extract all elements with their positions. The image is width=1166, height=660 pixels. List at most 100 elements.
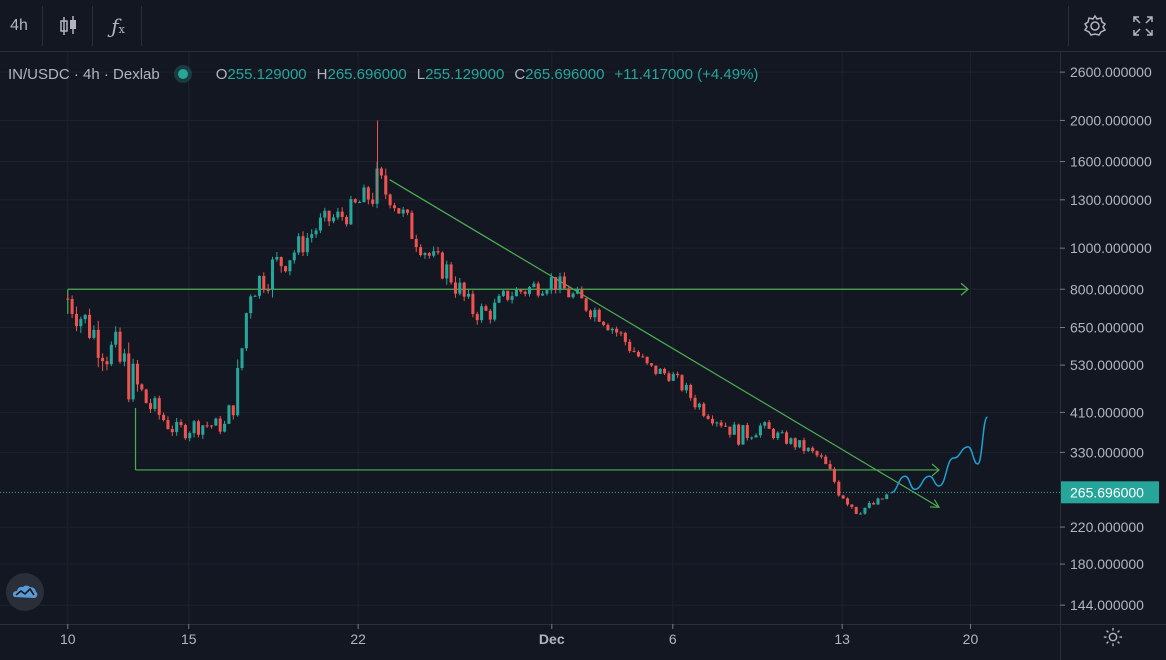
high-label: H [316,65,328,83]
candle-body [693,397,697,408]
chart-grid [0,52,1060,624]
candle-body [737,424,741,445]
time-tick-label: 10 [60,631,76,647]
candle-body [440,252,444,279]
time-axis[interactable]: 10 15 22 Dec 6 13 20 [0,624,1166,647]
axis-settings-icon[interactable] [1102,626,1124,648]
candle-body [310,234,314,238]
candle-body [741,425,745,445]
price-tick-label: 530.000000 [1070,357,1144,373]
candle-body [514,289,518,297]
candle-body [562,276,566,289]
price-axis-panel [1060,52,1166,624]
candle-body [606,324,610,331]
candle-body [205,425,209,427]
candle-body [689,385,693,398]
indicators-button[interactable]: ƒx [98,6,138,46]
candle-body [166,420,170,430]
candle-body [710,418,714,424]
fullscreen-button[interactable] [1124,6,1162,46]
candle-body [523,291,527,294]
candle-body [66,298,70,300]
candle-body [275,257,279,260]
candle-body [410,212,414,239]
interval-button[interactable]: 4h [0,6,38,46]
candle-body [388,194,392,206]
candle-body [149,403,153,409]
candle-body [658,368,662,374]
candle-body [636,351,640,357]
resistance-arrowhead [960,282,969,296]
candle-body [114,331,118,345]
candle-body [885,494,889,500]
price-axis[interactable]: 2600.000000 2000.000000 1600.000000 1300.00… [1060,52,1166,660]
toolbar-separator [141,6,142,46]
symbol-title[interactable]: IN/USDC · 4h · Dexlab [8,65,160,83]
candle-body [249,296,253,314]
candle-body [175,421,179,433]
price-tick-label: 1000.000000 [1070,240,1152,256]
candle-body [419,247,423,256]
candle-body [284,266,288,272]
candle-body [257,275,261,296]
candle-body [758,425,762,436]
candle-body [519,289,523,292]
high-value: 265.696000 [327,65,407,83]
candle-body [541,293,545,296]
candle-body [802,440,806,452]
cloud-logo-icon [13,585,38,598]
candle-body [318,217,322,231]
drawing-lines [0,179,1060,508]
candle-body [70,299,74,314]
candle-body [449,264,453,283]
candle-body [118,331,122,362]
candle-body [789,438,793,444]
chart-type-button[interactable] [48,6,88,46]
candle-body [122,353,126,362]
change-value: +11.417000 (+4.49%) [614,65,759,83]
candle-body [201,425,205,435]
toolbar-separator [92,6,93,46]
candle-body [170,429,174,433]
candle-body [880,498,884,500]
candle-body [872,502,876,505]
candle-body [654,365,658,374]
candle-body [288,260,292,272]
candle-body [397,208,401,214]
candle-body [462,282,466,297]
candle-body [135,363,139,385]
candle-body [371,199,375,204]
settings-button[interactable] [1076,6,1114,46]
tradingview-logo[interactable] [6,573,44,611]
fx-icon: ƒx [111,14,125,38]
candle-body [615,328,619,333]
candle-body [532,283,536,288]
candle-body [876,498,880,505]
candle-body [588,310,593,318]
candle-body [214,418,218,426]
low-label: L [416,65,426,83]
candle-body [684,385,688,391]
candle-body [728,426,732,435]
candle-body [427,253,431,256]
candle-body [527,287,532,294]
time-tick-label: Dec [539,631,565,647]
candle-body [671,373,675,381]
candle-body [101,357,105,362]
time-tick-label: 6 [669,631,677,647]
candle-body [458,282,462,294]
open-value: 255.129000 [227,65,307,83]
candle-body [362,187,366,203]
candle-body [105,361,109,365]
candle-body [811,447,815,452]
price-tick-label: 220.000000 [1070,519,1144,535]
candle-body [815,451,819,456]
candle-body [628,341,632,351]
candle-body [436,251,440,253]
price-tick-label: 1600.000000 [1070,154,1152,170]
candle-body [301,236,305,253]
candle-body [384,175,388,195]
candle-body [767,422,771,429]
downtrend-arrowhead [929,499,941,508]
